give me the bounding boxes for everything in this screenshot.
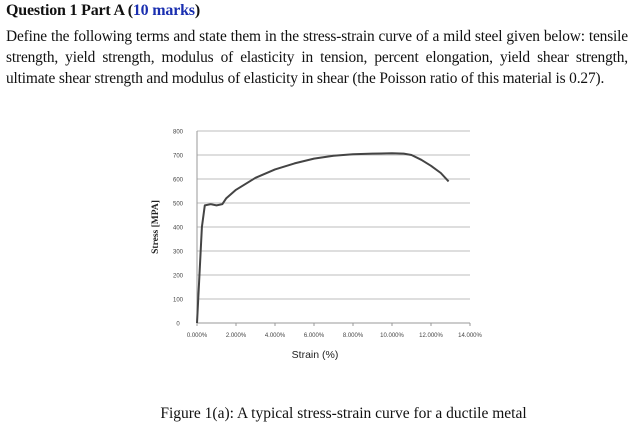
question-title-suffix: ): [194, 2, 200, 19]
y-tick-label: 200: [173, 274, 184, 280]
y-tick-label: 500: [173, 202, 184, 208]
x-tick-label: 12.000%: [419, 333, 443, 339]
x-tick-label: 0.000%: [187, 333, 208, 339]
figure-caption: Figure 1(a): A typical stress-strain cur…: [160, 405, 527, 422]
y-tick-label: 0: [176, 322, 180, 328]
question-title-prefix: Question 1 Part A (: [6, 2, 133, 19]
y-tick-label: 300: [173, 250, 184, 256]
y-axis-label: Stress [MPA]: [151, 200, 161, 254]
y-tick-label: 100: [173, 298, 184, 304]
question-body: Define the following terms and state the…: [6, 28, 628, 87]
x-tick-label: 10.000%: [380, 333, 404, 339]
y-tick-label: 800: [173, 130, 184, 136]
y-tick-label: 600: [173, 178, 184, 184]
data-series-line: [196, 152, 450, 324]
x-tick-label: 2.000%: [226, 333, 247, 339]
marks-label: 10 marks: [132, 2, 195, 19]
x-tick-label: 14.000%: [458, 333, 482, 339]
question-title: Question 1 Part A (10 marks): [6, 2, 200, 20]
stress-strain-chart: 0 100 200 300 400 500 600 700 800 0.000% 2.000% 4.0…: [151, 130, 483, 362]
y-tick-label: 400: [173, 226, 184, 232]
x-tick-label: 4.000%: [265, 333, 286, 339]
y-tick-label: 700: [173, 154, 184, 160]
x-tick-label: 8.000%: [343, 333, 364, 339]
x-axis-label: Strain (%): [292, 349, 339, 361]
x-tick-label: 6.000%: [304, 333, 325, 339]
